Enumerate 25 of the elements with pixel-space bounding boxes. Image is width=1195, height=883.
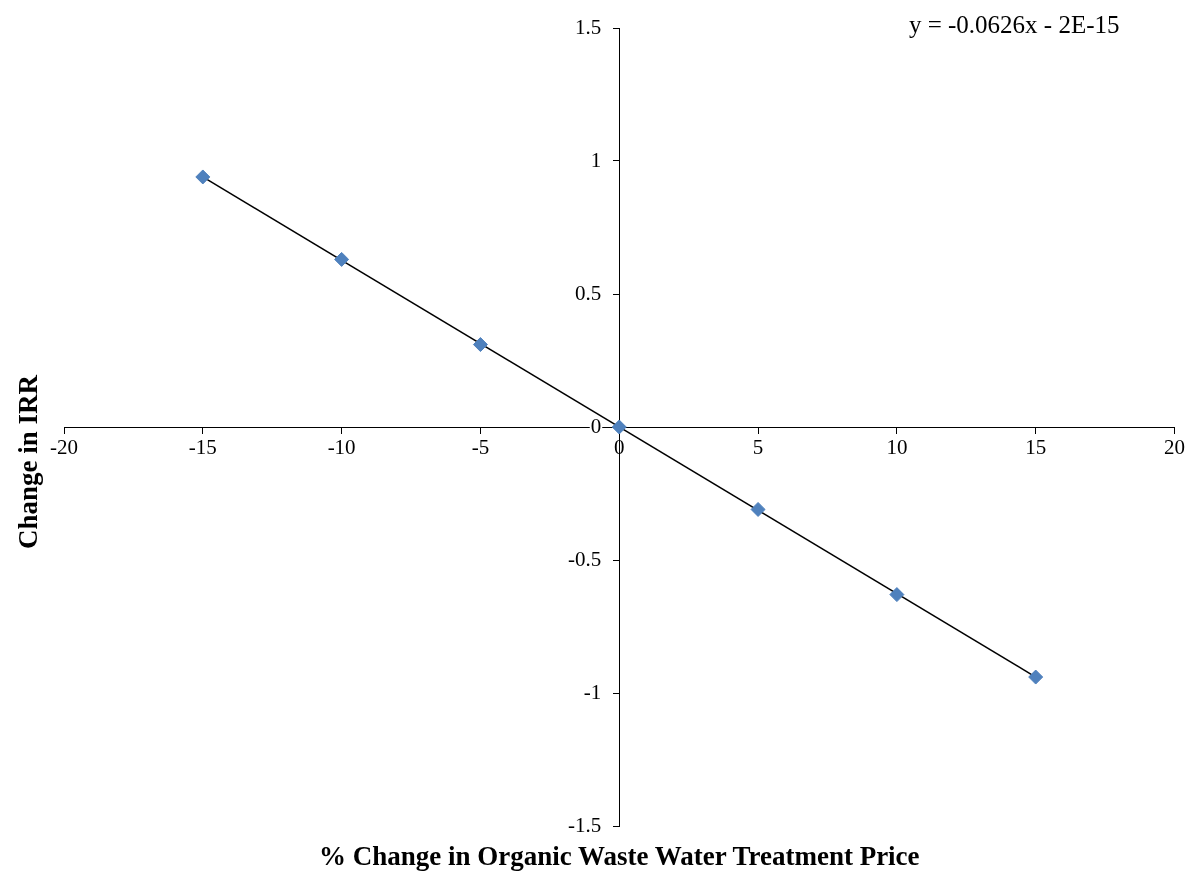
x-tick-label: 10 (886, 435, 908, 460)
y-axis-title: Change in IRR (12, 374, 43, 550)
point (1028, 669, 1044, 685)
point (334, 251, 350, 267)
x-tick-label: 20 (1164, 435, 1185, 460)
point (889, 587, 905, 603)
point (195, 169, 211, 185)
x-axis-title: % Change in Organic Waste Water Treatment Price (318, 841, 920, 872)
point (472, 337, 488, 353)
x-tick-label: -20 (50, 435, 78, 460)
point (750, 501, 766, 517)
y-tick-label: -1.5 (568, 812, 602, 837)
y-tick-label: 0 (590, 413, 602, 438)
x-tick-label: -15 (188, 435, 217, 460)
x-tick-label: 15 (1025, 435, 1047, 460)
y-tick-label: 1 (590, 147, 602, 172)
point (611, 419, 627, 435)
y-tick-label: -0.5 (568, 546, 602, 571)
y-tick-label: -1 (583, 679, 602, 704)
x-tick-label: -5 (471, 435, 490, 460)
y-tick-label: 1.5 (575, 14, 602, 39)
x-tick-label: 5 (752, 435, 764, 460)
annotation: y = -0.0626x - 2E-15 (908, 11, 1120, 39)
y-tick-label: 0.5 (575, 280, 602, 305)
x-tick-label: -10 (327, 435, 356, 460)
